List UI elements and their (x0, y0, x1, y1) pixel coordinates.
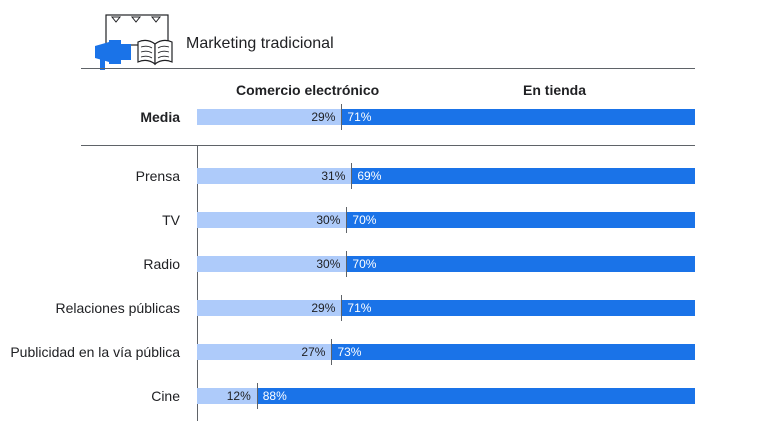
bar-divider (346, 251, 348, 277)
average-store-label: 71% (347, 110, 372, 124)
ecommerce-bar (197, 168, 352, 184)
average-ecommerce-label: 29% (311, 110, 336, 124)
category-label: Radio (143, 256, 180, 272)
ecommerce-bar (197, 212, 347, 228)
category-bar: 31% 69% (197, 163, 695, 189)
store-value-label: 69% (357, 169, 382, 183)
bar-divider (341, 295, 343, 321)
category-axis (197, 146, 198, 421)
category-bar: 30% 70% (197, 251, 695, 277)
store-value-label: 88% (262, 389, 287, 403)
ecommerce-value-label: 12% (226, 389, 251, 403)
ecommerce-value-label: 27% (301, 345, 326, 359)
average-rule (81, 145, 695, 146)
store-value-label: 70% (352, 257, 377, 271)
store-bar (346, 256, 695, 272)
average-divider (341, 104, 343, 130)
category-bar: 30% 70% (197, 207, 695, 233)
ecommerce-value-label: 31% (321, 169, 346, 183)
average-ecommerce-bar (197, 109, 342, 125)
ecommerce-bar (197, 300, 342, 316)
average-label: Media (140, 109, 180, 125)
category-label: Publicidad en la vía pública (10, 344, 180, 360)
chart-title: Marketing tradicional (186, 35, 334, 52)
legend-ecommerce: Comercio electrónico (236, 82, 380, 98)
ecommerce-bar (197, 344, 332, 360)
bar-divider (256, 383, 258, 409)
store-value-label: 71% (347, 301, 372, 315)
category-bar: 27% 73% (197, 339, 695, 365)
category-label: Cine (151, 388, 180, 404)
title-rule (81, 68, 695, 69)
ecommerce-bar (197, 256, 347, 272)
store-bar (331, 344, 695, 360)
store-bar (351, 168, 695, 184)
store-value-label: 70% (352, 213, 377, 227)
bar-divider (331, 339, 333, 365)
ecommerce-value-label: 30% (316, 257, 341, 271)
average-bar: 29% 71% (197, 104, 695, 130)
ecommerce-bar (197, 388, 257, 404)
ecommerce-value-label: 29% (311, 301, 336, 315)
category-label: Relaciones públicas (55, 300, 180, 316)
average-store-bar (341, 109, 695, 125)
store-bar (341, 300, 695, 316)
category-bar: 29% 71% (197, 295, 695, 321)
store-value-label: 73% (337, 345, 362, 359)
ecommerce-value-label: 30% (316, 213, 341, 227)
bar-divider (346, 207, 348, 233)
store-bar (256, 388, 695, 404)
category-label: Prensa (135, 168, 180, 184)
category-bar: 12% 88% (197, 383, 695, 409)
category-label: TV (162, 212, 180, 228)
legend-store: En tienda (523, 82, 587, 98)
store-bar (346, 212, 695, 228)
megaphone-and-newspaper-icon (95, 14, 173, 70)
bar-divider (351, 163, 353, 189)
